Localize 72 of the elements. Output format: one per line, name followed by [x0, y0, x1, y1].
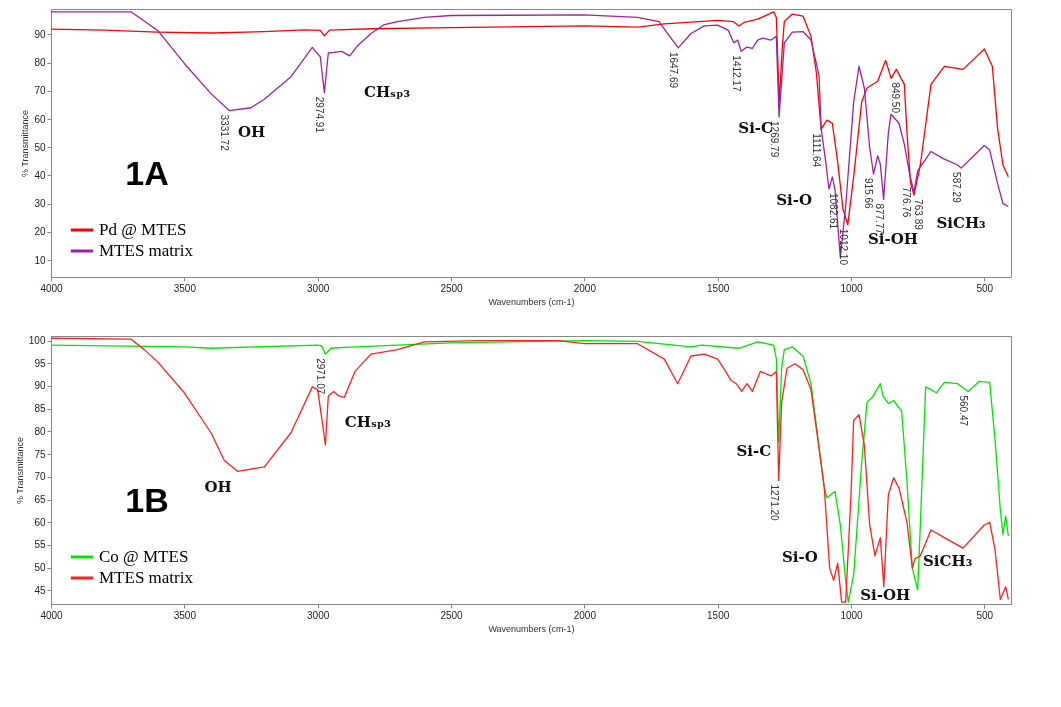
- annotation: 2974.91: [314, 96, 326, 134]
- annotation: SiCH₃: [936, 214, 986, 233]
- x-axis-title: Wavenumbers (cm-1): [488, 296, 575, 307]
- x-tick-label: 3500: [173, 282, 197, 294]
- y-tick-label: 40: [34, 169, 46, 181]
- annotation: 1647.69: [668, 51, 680, 89]
- annotation: 1271.20: [768, 484, 780, 522]
- y-tick-label: 85: [34, 403, 46, 415]
- x-tick-label: 1000: [840, 282, 864, 294]
- annotation: 2971.07: [315, 358, 327, 395]
- legend-label: MTES matrix: [99, 241, 194, 260]
- y-tick-label: 10: [34, 254, 46, 266]
- annotation: 849.50: [890, 82, 902, 114]
- y-tick-label: 80: [34, 57, 46, 69]
- x-tick-label: 4000: [40, 609, 64, 621]
- annotation: Si-O: [781, 548, 818, 567]
- y-tick-label: 90: [34, 28, 46, 40]
- x-tick-label: 2500: [440, 609, 464, 621]
- x-axis-title: Wavenumbers (cm-1): [488, 623, 575, 634]
- x-tick-label: 3000: [307, 282, 330, 294]
- x-tick-label: 3500: [173, 609, 197, 621]
- annotation: 587.29: [951, 172, 963, 204]
- x-tick-label: 2000: [573, 609, 597, 621]
- y-tick-label: 60: [34, 113, 46, 125]
- annotation: OH: [204, 477, 232, 496]
- y-tick-label: 50: [34, 141, 46, 153]
- x-tick-label: 2500: [440, 282, 464, 294]
- y-tick-label: 45: [34, 584, 46, 596]
- y-tick-label: 65: [34, 494, 46, 506]
- y-tick-label: 70: [34, 85, 46, 97]
- annotation: CHₛₚ₃: [363, 83, 411, 102]
- x-tick-label: 1500: [707, 609, 730, 621]
- y-axis-title: % Transmittance: [20, 109, 31, 178]
- annotation: Si-OH: [860, 585, 911, 604]
- annotation: OH: [238, 123, 266, 142]
- annotation: 915.66: [863, 178, 875, 210]
- text: 1A: [125, 154, 169, 193]
- y-tick-label: 70: [34, 471, 46, 483]
- y-tick-label: 30: [34, 198, 46, 210]
- y-tick-label: 80: [34, 425, 46, 437]
- legend-label: Co @ MTES: [99, 547, 189, 566]
- y-tick-label: 100: [28, 335, 46, 347]
- y-tick-label: 60: [34, 516, 46, 528]
- annotation: 560.47: [958, 395, 970, 427]
- annotation: 1412.17: [731, 55, 743, 92]
- annotation: 1012.10: [837, 228, 849, 266]
- y-tick-label: 55: [34, 539, 46, 551]
- annotation: Si-C: [736, 441, 772, 460]
- y-tick-label: 90: [34, 380, 46, 392]
- legend-label: Pd @ MTES: [99, 220, 187, 239]
- legend-label: MTES matrix: [99, 568, 194, 587]
- y-tick-label: 20: [34, 226, 46, 238]
- annotation: 763.89: [912, 199, 924, 231]
- x-tick-label: 500: [976, 609, 994, 621]
- annotation: CHₛₚ₃: [344, 413, 391, 432]
- y-tick-label: 75: [34, 448, 46, 460]
- x-tick-label: 3000: [307, 609, 330, 621]
- y-tick-label: 50: [34, 562, 46, 574]
- annotation: Si-O: [776, 190, 812, 209]
- annotation: 3331.72: [219, 114, 231, 152]
- x-tick-label: 1000: [840, 609, 864, 621]
- x-tick-label: 2000: [573, 282, 597, 294]
- x-tick-label: 1500: [707, 282, 730, 294]
- annotation: 1082.61: [827, 192, 839, 230]
- x-tick-label: 4000: [40, 282, 64, 294]
- annotation: SiCH₃: [923, 551, 973, 570]
- text: 1B: [125, 481, 169, 520]
- y-axis-title: % Transmittance: [14, 436, 25, 505]
- x-tick-label: 500: [976, 282, 994, 294]
- y-tick-label: 95: [34, 357, 46, 369]
- annotation: 776.76: [900, 186, 912, 218]
- annotation: 1111.64: [811, 133, 823, 168]
